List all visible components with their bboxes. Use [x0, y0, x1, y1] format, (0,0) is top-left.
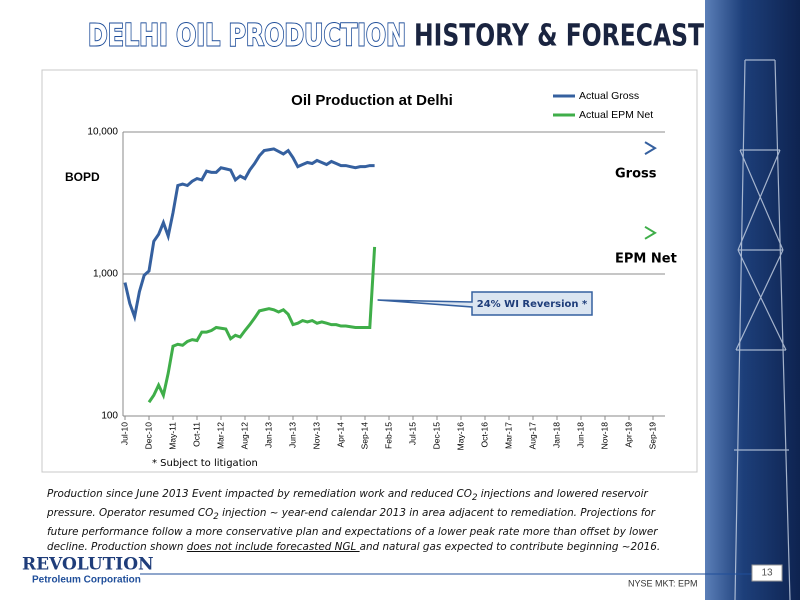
page-box	[751, 564, 783, 582]
x-tick-label: Jan-13	[263, 422, 273, 448]
caption-text: injection ~ year-end calendar 2013 in ar…	[47, 507, 658, 554]
slide-title-outlined: DELHI OIL PRODUCTION	[88, 19, 406, 54]
x-tick-label: Apr-14	[335, 422, 345, 448]
callout-box	[377, 291, 593, 316]
caption-underlined: does not include forecasted NGL	[186, 541, 360, 554]
footnote: * Subject to litigation	[152, 458, 258, 469]
chart-title: Oil Production at Delhi	[291, 92, 453, 109]
y-axis-label: BOPD	[65, 170, 100, 184]
x-tick-label: Aug-12	[239, 422, 249, 450]
x-tick-label: May-11	[167, 422, 177, 450]
caption-text: Production since June 2013 Event impacte…	[47, 488, 472, 500]
logo-company: Petroleum Corporation	[32, 575, 141, 586]
data-line	[147, 246, 377, 404]
caption-text: and natural gas expected to contribute b…	[359, 541, 661, 554]
legend-label: Actual Gross	[579, 90, 639, 102]
x-tick-label: Nov-18	[599, 422, 609, 450]
forecast-arrowhead	[644, 141, 657, 155]
y-tick-label: 100	[101, 411, 118, 422]
forecast-label: EPM Net	[615, 251, 677, 266]
x-tick-label: Feb-15	[383, 422, 393, 449]
legend-label: Actual EPM Net	[579, 109, 653, 121]
forecast-label: Gross	[615, 167, 657, 182]
caption-sub: 2	[213, 512, 219, 523]
callout-text: 24% WI Reversion *	[477, 299, 588, 310]
data-line	[123, 147, 375, 323]
forecast-arrowhead	[644, 225, 657, 240]
x-tick-label: Sep-19	[647, 422, 657, 450]
x-tick-label: Nov-13	[311, 422, 321, 450]
page-number: 13	[761, 568, 773, 579]
x-tick-label: Aug-17	[527, 422, 537, 450]
caption-text: injections and lowered reservoir pressur…	[47, 488, 648, 520]
x-tick-label: May-16	[455, 422, 465, 451]
logo: REVOLUTION	[22, 555, 154, 575]
y-tick-label: 1,000	[93, 269, 118, 280]
x-tick-label: Jul-10	[119, 422, 129, 445]
x-tick-label: Jul-15	[407, 422, 417, 445]
caption-sub: 2	[471, 493, 478, 504]
x-tick-label: Apr-19	[623, 422, 633, 448]
y-tick-label: 10,000	[87, 127, 118, 138]
caption: Production since June 2013 Event impacte…	[47, 487, 687, 555]
x-tick-label: Mar-17	[503, 422, 513, 449]
slide-title: HISTORY & FORECAST	[414, 19, 704, 54]
ticker: NYSE MKT: EPM	[628, 578, 698, 588]
x-tick-label: Jan-18	[551, 422, 561, 448]
x-tick-label: Oct-11	[191, 422, 201, 447]
x-tick-label: Jun-13	[287, 422, 297, 448]
rig-panel	[705, 0, 800, 600]
x-tick-label: Jun-18	[575, 422, 585, 448]
x-tick-label: Oct-16	[479, 422, 489, 448]
rig-drawing	[734, 59, 791, 600]
x-tick-label: Mar-12	[215, 422, 225, 449]
x-tick-label: Dec-15	[431, 422, 441, 450]
x-tick-label: Dec-10	[143, 422, 153, 450]
x-tick-label: Sep-14	[359, 422, 369, 450]
